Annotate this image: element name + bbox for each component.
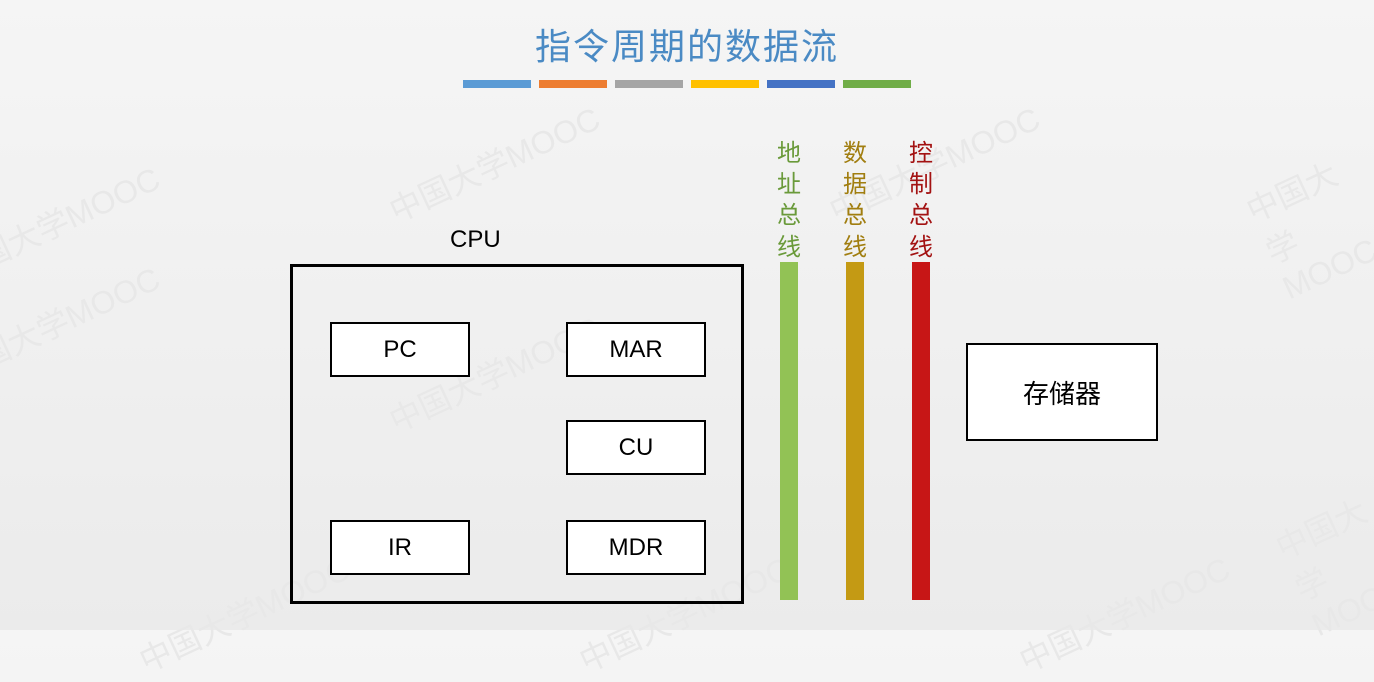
divider-bars (463, 80, 911, 88)
register-mar: MAR (566, 322, 706, 377)
divider-bar (463, 80, 531, 88)
memory-box: 存储器 (966, 343, 1158, 441)
divider-bar (615, 80, 683, 88)
divider-bar (539, 80, 607, 88)
watermark: 中国大学MOOC (1267, 485, 1374, 644)
watermark: 中国大学MOOC (1011, 544, 1237, 682)
divider-bar (767, 80, 835, 88)
bus-address (780, 262, 798, 600)
bus-data (846, 262, 864, 600)
bus-control (912, 262, 930, 600)
watermark: 中国大学MOOC (381, 94, 607, 232)
bus-label-control: 控制总线 (906, 138, 936, 263)
register-ir: IR (330, 520, 470, 575)
divider-bar (691, 80, 759, 88)
watermark: 中国大学MOOC (0, 254, 167, 392)
page-title: 指令周期的数据流 (535, 18, 839, 70)
register-mdr: MDR (566, 520, 706, 575)
register-cu: CU (566, 420, 706, 475)
register-pc: PC (330, 322, 470, 377)
watermark: 中国大学MOOC (0, 154, 167, 292)
divider-bar (843, 80, 911, 88)
cpu-label: CPU (450, 226, 501, 254)
bus-label-address: 地址总线 (774, 138, 804, 263)
watermark: 中国大学MOOC (1238, 142, 1374, 307)
bus-label-data: 数据总线 (840, 138, 870, 263)
